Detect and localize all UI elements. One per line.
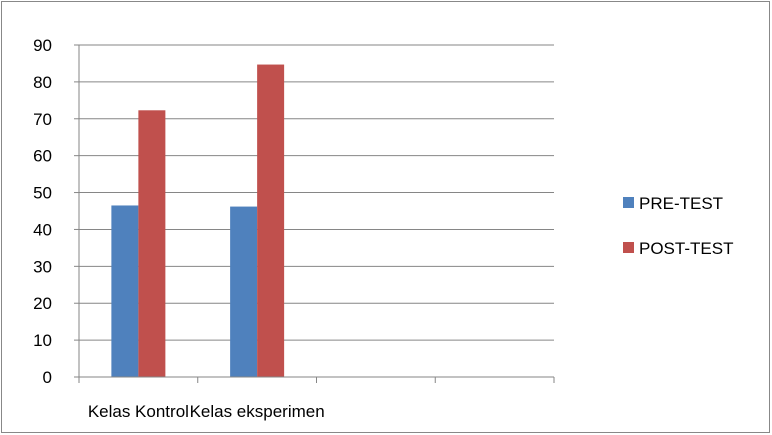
bar-pre-test xyxy=(230,206,258,377)
y-tick-label: 80 xyxy=(33,73,52,92)
y-tick-label: 60 xyxy=(33,147,52,166)
bar-post-test xyxy=(138,110,166,377)
bar-post-test xyxy=(257,64,285,377)
legend-label-pre-test: PRE-TEST xyxy=(639,194,723,213)
legend: PRE-TEST POST-TEST xyxy=(623,194,733,258)
bars xyxy=(111,64,285,377)
axes xyxy=(78,45,555,383)
y-tick-label: 0 xyxy=(43,368,52,387)
legend-swatch-post-test xyxy=(623,242,634,253)
legend-swatch-pre-test xyxy=(623,197,634,208)
x-category-label: Kelas Kontrol xyxy=(88,402,189,421)
legend-label-post-test: POST-TEST xyxy=(639,239,733,258)
y-tick-label: 70 xyxy=(33,110,52,129)
bar-pre-test xyxy=(111,205,139,377)
y-tick-label: 50 xyxy=(33,184,52,203)
y-axis-tick-labels: 0 10 20 30 40 50 60 70 80 90 xyxy=(33,36,79,387)
y-tick-label: 90 xyxy=(33,36,52,55)
y-tick-label: 20 xyxy=(33,294,52,313)
y-tick-label: 30 xyxy=(33,257,52,276)
x-axis-category-labels: Kelas Kontrol Kelas eksperimen xyxy=(88,402,325,421)
y-tick-label: 40 xyxy=(33,220,52,239)
y-tick-label: 10 xyxy=(33,331,52,350)
x-category-label: Kelas eksperimen xyxy=(190,402,325,421)
